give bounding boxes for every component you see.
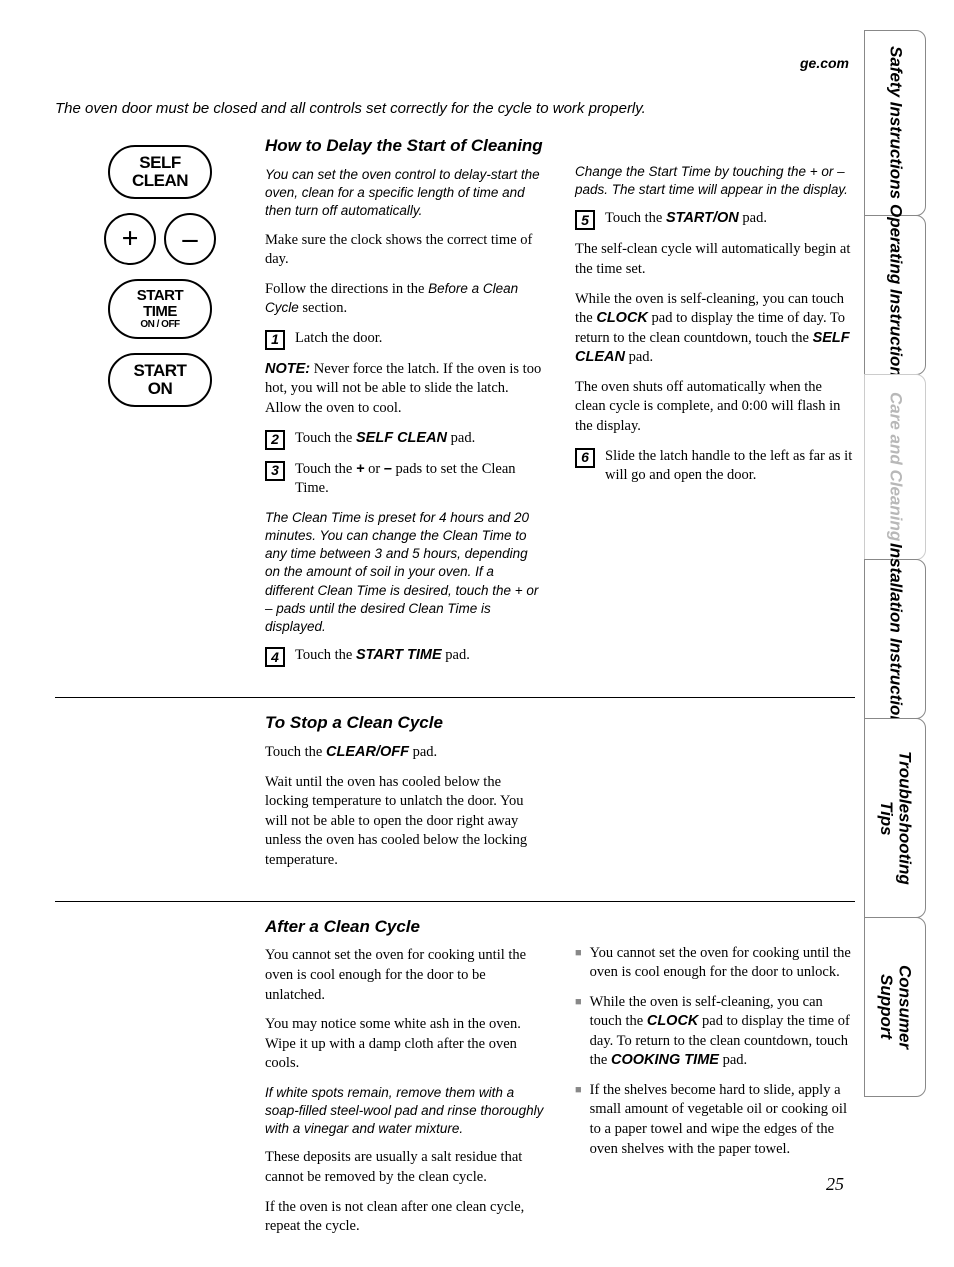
step-number-icon: 3 (265, 461, 285, 481)
section-heading: To Stop a Clean Cycle (265, 712, 545, 735)
body-text: Make sure the clock shows the correct ti… (265, 231, 545, 270)
tab-troubleshooting[interactable]: Troubleshooting Tips (864, 718, 926, 918)
bullet-icon: ■ (575, 944, 582, 983)
bullet-item: ■If the shelves become hard to slide, ap… (575, 1081, 855, 1159)
step-text: Latch the door. (295, 329, 545, 349)
step-text: Touch the START TIME pad. (295, 646, 545, 666)
body-text: Touch the CLEAR/OFF pad. (265, 743, 545, 763)
tab-installation[interactable]: Installation Instructions (864, 559, 926, 719)
step-text: Touch the START/ON pad. (605, 209, 855, 229)
body-text: The Clean Time is preset for 4 hours and… (265, 509, 545, 637)
bullet-icon: ■ (575, 1081, 582, 1159)
body-text: The self-clean cycle will automatically … (575, 240, 855, 279)
section-after-cycle: After a Clean Cycle You cannot set the o… (55, 916, 855, 1267)
body-text: If the oven is not clean after one clean… (265, 1198, 545, 1237)
col-left: To Stop a Clean Cycle Touch the CLEAR/OF… (265, 712, 545, 880)
body-text: These deposits are usually a salt residu… (265, 1148, 545, 1187)
bullet-text: While the oven is self-cleaning, you can… (590, 993, 855, 1071)
col-left: After a Clean Cycle You cannot set the o… (265, 916, 545, 1247)
tab-label: Operating (886, 204, 905, 284)
step-number-icon: 2 (265, 430, 285, 450)
pad-label: TIME (143, 304, 177, 320)
step-text: Touch the + or – pads to set the Clean T… (295, 460, 545, 499)
section-heading: How to Delay the Start of Cleaning (265, 135, 545, 158)
step-number-icon: 4 (265, 647, 285, 667)
tab-label: Installation (886, 543, 905, 633)
step-5: 5 Touch the START/ON pad. (575, 209, 855, 230)
start-time-pad-icon: START TIME ON / OFF (108, 279, 212, 339)
note-text: NOTE: Never force the latch. If the oven… (265, 360, 545, 419)
section-stop-cycle: To Stop a Clean Cycle Touch the CLEAR/OF… (55, 712, 855, 901)
body-text: Wait until the oven has cooled below the… (265, 773, 545, 871)
bullet-text: You cannot set the oven for cooking unti… (590, 944, 855, 983)
body-text: If white spots remain, remove them with … (265, 1084, 545, 1139)
bullet-text: If the shelves become hard to slide, app… (590, 1081, 855, 1159)
tab-operating[interactable]: Operating Instructions (864, 215, 926, 375)
page-number: 25 (826, 1174, 844, 1195)
pad-label: START (134, 362, 187, 380)
body-text: You can set the oven control to delay-st… (265, 166, 545, 221)
pad-sublabel: ON / OFF (140, 320, 179, 331)
tab-consumer-support[interactable]: Consumer Support (864, 917, 926, 1097)
step-3: 3 Touch the + or – pads to set the Clean… (265, 460, 545, 499)
step-number-icon: 6 (575, 448, 595, 468)
pad-label: START (137, 288, 183, 304)
intro-text: The oven door must be closed and all con… (55, 100, 954, 117)
step-6: 6 Slide the latch handle to the left as … (575, 447, 855, 486)
step-number-icon: 5 (575, 210, 595, 230)
body-text: The oven shuts off automatically when th… (575, 378, 855, 437)
tab-safety[interactable]: Safety Instructions (864, 30, 926, 216)
site-link: ge.com (800, 55, 849, 71)
bullet-item: ■While the oven is self-cleaning, you ca… (575, 993, 855, 1071)
col-right: Change the Start Time by touching the + … (575, 135, 855, 677)
pad-label: SELF (139, 154, 180, 172)
tab-label: Instructions (886, 289, 905, 386)
pad-label: CLEAN (132, 172, 188, 190)
minus-pad-icon: – (164, 213, 216, 265)
section-delay-start: SELF CLEAN + – START TIME ON / OFF START… (55, 135, 855, 698)
side-tabs: Safety Instructions Operating Instructio… (864, 30, 926, 1096)
bullet-item: ■You cannot set the oven for cooking unt… (575, 944, 855, 983)
pad-label: ON (148, 380, 173, 398)
tab-care-cleaning[interactable]: Care and Cleaning (864, 374, 926, 560)
step-text: Touch the SELF CLEAN pad. (295, 429, 545, 449)
body-text: While the oven is self-cleaning, you can… (575, 290, 855, 368)
section-heading: After a Clean Cycle (265, 916, 545, 939)
step-2: 2 Touch the SELF CLEAN pad. (265, 429, 545, 450)
control-pads-illustration: SELF CLEAN + – START TIME ON / OFF START… (55, 135, 265, 677)
step-1: 1 Latch the door. (265, 329, 545, 350)
body-text: Follow the directions in the Before a Cl… (265, 280, 545, 319)
body-text: You may notice some white ash in the ove… (265, 1015, 545, 1074)
col-left: How to Delay the Start of Cleaning You c… (265, 135, 545, 677)
step-number-icon: 1 (265, 330, 285, 350)
body-text: Change the Start Time by touching the + … (575, 163, 855, 199)
col-right: ■You cannot set the oven for cooking unt… (575, 944, 855, 1247)
bullet-icon: ■ (575, 993, 582, 1071)
start-on-pad-icon: START ON (108, 353, 212, 407)
step-4: 4 Touch the START TIME pad. (265, 646, 545, 667)
step-text: Slide the latch handle to the left as fa… (605, 447, 855, 486)
plus-pad-icon: + (104, 213, 156, 265)
self-clean-pad-icon: SELF CLEAN (108, 145, 212, 199)
body-text: You cannot set the oven for cooking unti… (265, 946, 545, 1005)
